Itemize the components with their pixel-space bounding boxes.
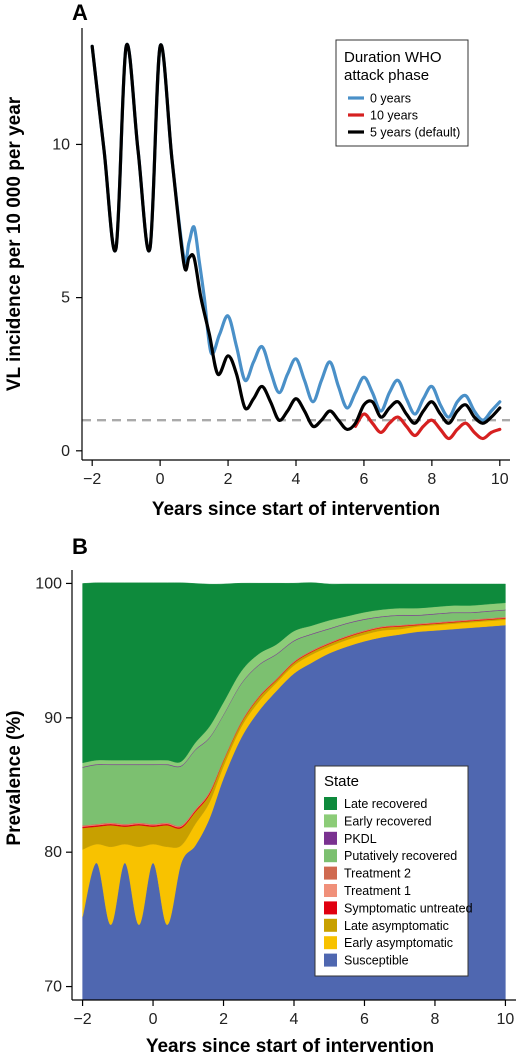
x-tick-label: 0 [156, 471, 165, 488]
legend-swatch-symptomatic-untreated [324, 901, 337, 915]
y-tick-label: 5 [61, 290, 70, 307]
panel-b-legend: State Late recovered Early recovered PKDL P… [314, 765, 473, 977]
panel-a-axes: 0 5 10 −2 0 2 4 6 8 10 [52, 28, 510, 488]
legend-swatch-early-asymptomatic [324, 936, 337, 950]
x-tick-label: 2 [219, 1011, 228, 1028]
x-tick-label: 4 [292, 471, 301, 488]
x-tick-label: 6 [360, 1011, 369, 1028]
panel-a-x-axis-title: Years since start of intervention [152, 499, 440, 520]
legend-label-0-years: 0 years [370, 92, 411, 106]
panel-a-legend-items: 0 years 10 years 5 years (default) [348, 92, 460, 140]
y-tick-label: 0 [61, 443, 70, 460]
legend-swatch-pkdl [324, 831, 337, 845]
panel-b-axes: 70 80 90 100 −2 0 2 4 6 8 10 [35, 570, 516, 1028]
series-line-5-years-default [90, 42, 502, 432]
y-tick-label: 70 [44, 979, 62, 996]
legend-label-5-years-default: 5 years (default) [370, 126, 460, 140]
legend-swatch-treatment-1 [324, 884, 337, 897]
legend-swatch-late-recovered [324, 797, 337, 810]
panel-b-x-axis-title: Years since start of intervention [146, 1036, 434, 1056]
legend-swatch-susceptible [324, 953, 337, 967]
series-line-10-years [353, 412, 502, 441]
y-tick-label: 90 [44, 710, 62, 727]
legend-label-late-asymptomatic: Late asymptomatic [344, 919, 449, 933]
y-tick-label: 100 [35, 575, 62, 592]
panel-b-letter: B [72, 534, 88, 559]
legend-label-symptomatic-untreated: Symptomatic untreated [344, 901, 473, 915]
x-tick-label: 4 [290, 1011, 299, 1028]
x-tick-label: 0 [149, 1011, 158, 1028]
panel-b-legend-items: Late recovered Early recovered PKDL Putativ… [324, 797, 473, 968]
legend-label-early-asymptomatic: Early asymptomatic [344, 936, 453, 950]
legend-label-putatively-recovered: Putatively recovered [344, 849, 457, 863]
legend-swatch-putatively-recovered [324, 849, 337, 863]
panel-b-y-axis-title: Prevalence (%) [4, 710, 25, 845]
panel-a-legend-title-line-2: attack phase [344, 67, 429, 84]
legend-swatch-early-recovered [324, 814, 337, 828]
panel-a-incidence-chart: A 0 5 10 −2 0 2 4 6 8 10 VL incidence per 10 000 … [4, 0, 510, 520]
legend-swatch-late-asymptomatic [324, 918, 337, 932]
x-tick-label: 2 [224, 471, 233, 488]
x-tick-label: −2 [73, 1011, 91, 1028]
legend-label-treatment-2: Treatment 2 [344, 867, 411, 881]
x-tick-label: 8 [427, 471, 436, 488]
panel-a-letter: A [72, 0, 88, 25]
legend-label-susceptible: Susceptible [344, 954, 409, 968]
panel-a-legend-title-line-1: Duration WHO [344, 49, 442, 66]
legend-label-10-years: 10 years [370, 109, 418, 123]
y-tick-label: 80 [44, 844, 62, 861]
x-tick-label: −2 [83, 471, 101, 488]
area-late-recovered [82, 582, 506, 764]
panel-b-legend-title: State [324, 773, 359, 790]
panel-a-series-lines [90, 42, 502, 441]
x-tick-label: 8 [430, 1011, 439, 1028]
legend-swatch-treatment-2 [324, 866, 337, 880]
x-tick-label: 10 [491, 471, 509, 488]
panel-a-legend: Duration WHO attack phase 0 years 10 year… [335, 39, 469, 147]
legend-label-treatment-1: Treatment 1 [344, 884, 411, 898]
legend-label-early-recovered: Early recovered [344, 814, 432, 828]
panel-b-legend-box [314, 765, 469, 977]
legend-label-late-recovered: Late recovered [344, 797, 427, 811]
panel-a-legend-box [335, 39, 469, 147]
x-tick-label: 6 [359, 471, 368, 488]
x-tick-label: 10 [497, 1011, 515, 1028]
y-tick-label: 10 [52, 136, 70, 153]
panel-b-prevalence-chart: B 70 80 90 100 −2 0 2 4 6 8 10 Prevalence (%) Year… [4, 534, 516, 1056]
panel-a-y-axis-title: VL incidence per 10 000 per year [4, 96, 25, 391]
legend-label-pkdl: PKDL [344, 832, 377, 846]
